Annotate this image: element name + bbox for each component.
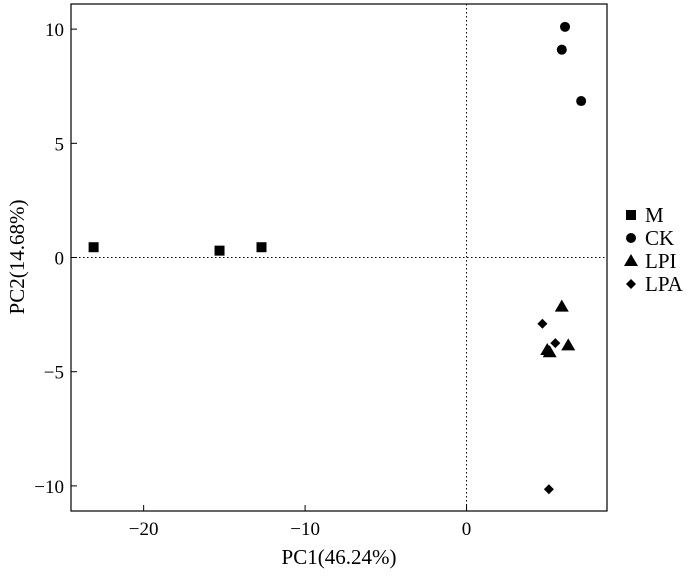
legend-label-ck: CK	[645, 226, 674, 250]
data-point-lpa	[537, 318, 548, 329]
data-point-m	[214, 245, 225, 256]
y-axis-title: PC2(14.68%)	[5, 200, 29, 315]
y-axis-ticks: 10 5 0 −5 −10	[34, 20, 77, 498]
data-point-m	[256, 242, 267, 253]
y-tick-label: 10	[45, 20, 64, 41]
y-tick-label: −10	[34, 477, 64, 498]
legend-marker-ck	[626, 233, 636, 243]
y-tick-label: −5	[44, 363, 64, 384]
x-tick-label: 0	[462, 519, 472, 540]
data-point-lpi	[561, 338, 576, 351]
x-tick-label: −20	[129, 519, 159, 540]
data-point-ck	[576, 96, 587, 107]
x-tick-label: −10	[290, 519, 320, 540]
data-point-lpi	[542, 345, 557, 358]
legend-marker-m	[626, 210, 636, 220]
legend-label-lpi: LPI	[645, 249, 677, 273]
x-axis-title: PC1(46.24%)	[282, 545, 397, 569]
legend-label-m: M	[645, 203, 664, 227]
x-axis-ticks: −20 −10 0	[129, 505, 472, 540]
data-point-ck	[560, 21, 571, 32]
legend-label-lpa: LPA	[645, 272, 684, 296]
data-point-lpi	[554, 299, 569, 312]
data-point-lpa	[550, 338, 561, 349]
legend-marker-lpa	[626, 279, 636, 289]
legend-marker-lpi	[624, 254, 638, 266]
y-tick-label: 0	[55, 249, 65, 270]
data-points	[88, 21, 587, 495]
data-point-ck	[556, 44, 567, 55]
data-point-lpa	[543, 484, 554, 495]
data-point-m	[88, 242, 99, 253]
y-tick-label: 5	[55, 134, 65, 155]
